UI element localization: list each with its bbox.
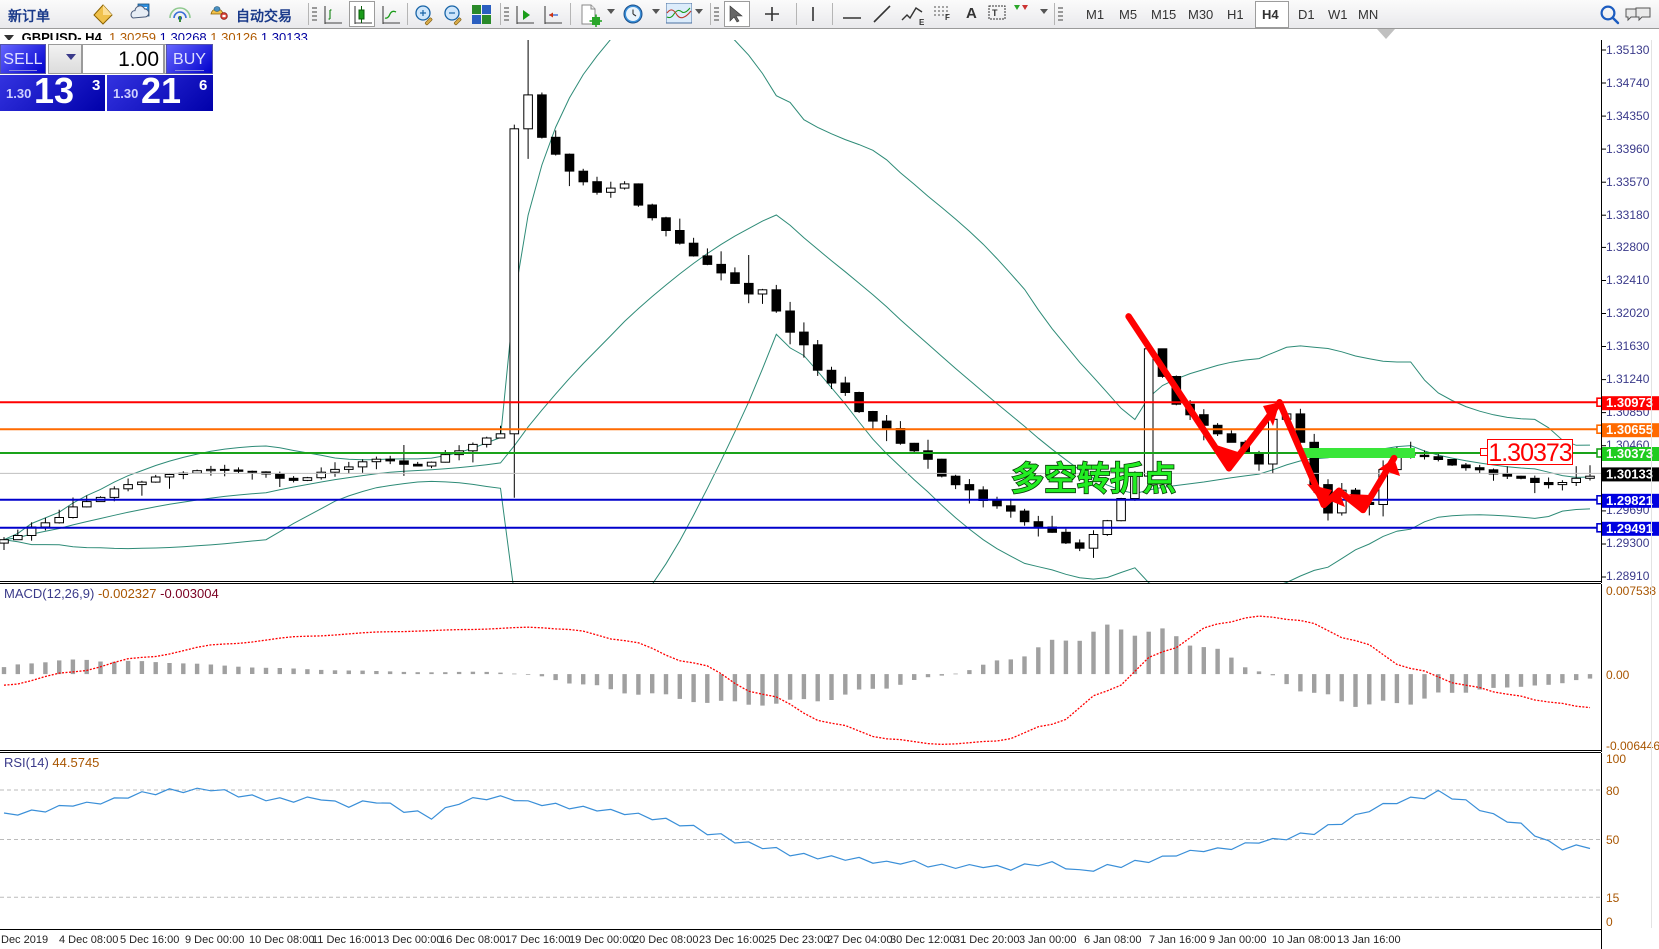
svg-text:1.33570: 1.33570: [1606, 175, 1650, 189]
svg-text:1.32410: 1.32410: [1606, 273, 1650, 287]
svg-text:1.31240: 1.31240: [1606, 372, 1650, 386]
svg-text:F: F: [945, 13, 950, 20]
svg-text:1.32800: 1.32800: [1606, 240, 1650, 254]
svg-text:T: T: [992, 8, 998, 18]
svg-text:多空转折点: 多空转折点: [1011, 460, 1176, 497]
svg-text:1.34740: 1.34740: [1606, 76, 1650, 90]
svg-text:1.30973: 1.30973: [1606, 395, 1653, 410]
svg-text:1.33180: 1.33180: [1606, 208, 1650, 222]
svg-text:1.30655: 1.30655: [1606, 422, 1653, 437]
svg-text:1.30373: 1.30373: [1606, 446, 1653, 461]
svg-text:1.28910: 1.28910: [1606, 569, 1650, 583]
svg-text:1.29300: 1.29300: [1606, 536, 1650, 550]
svg-text:1.33960: 1.33960: [1606, 142, 1650, 156]
svg-text:1.34350: 1.34350: [1606, 109, 1650, 123]
svg-text:1.32020: 1.32020: [1606, 306, 1650, 320]
svg-text:1.31630: 1.31630: [1606, 339, 1650, 353]
svg-text:1.29821: 1.29821: [1606, 493, 1653, 508]
svg-text:1.35130: 1.35130: [1606, 43, 1650, 57]
svg-text:E: E: [919, 18, 924, 26]
svg-text:1.30133: 1.30133: [1606, 466, 1653, 481]
svg-text:1.29491: 1.29491: [1606, 521, 1653, 536]
